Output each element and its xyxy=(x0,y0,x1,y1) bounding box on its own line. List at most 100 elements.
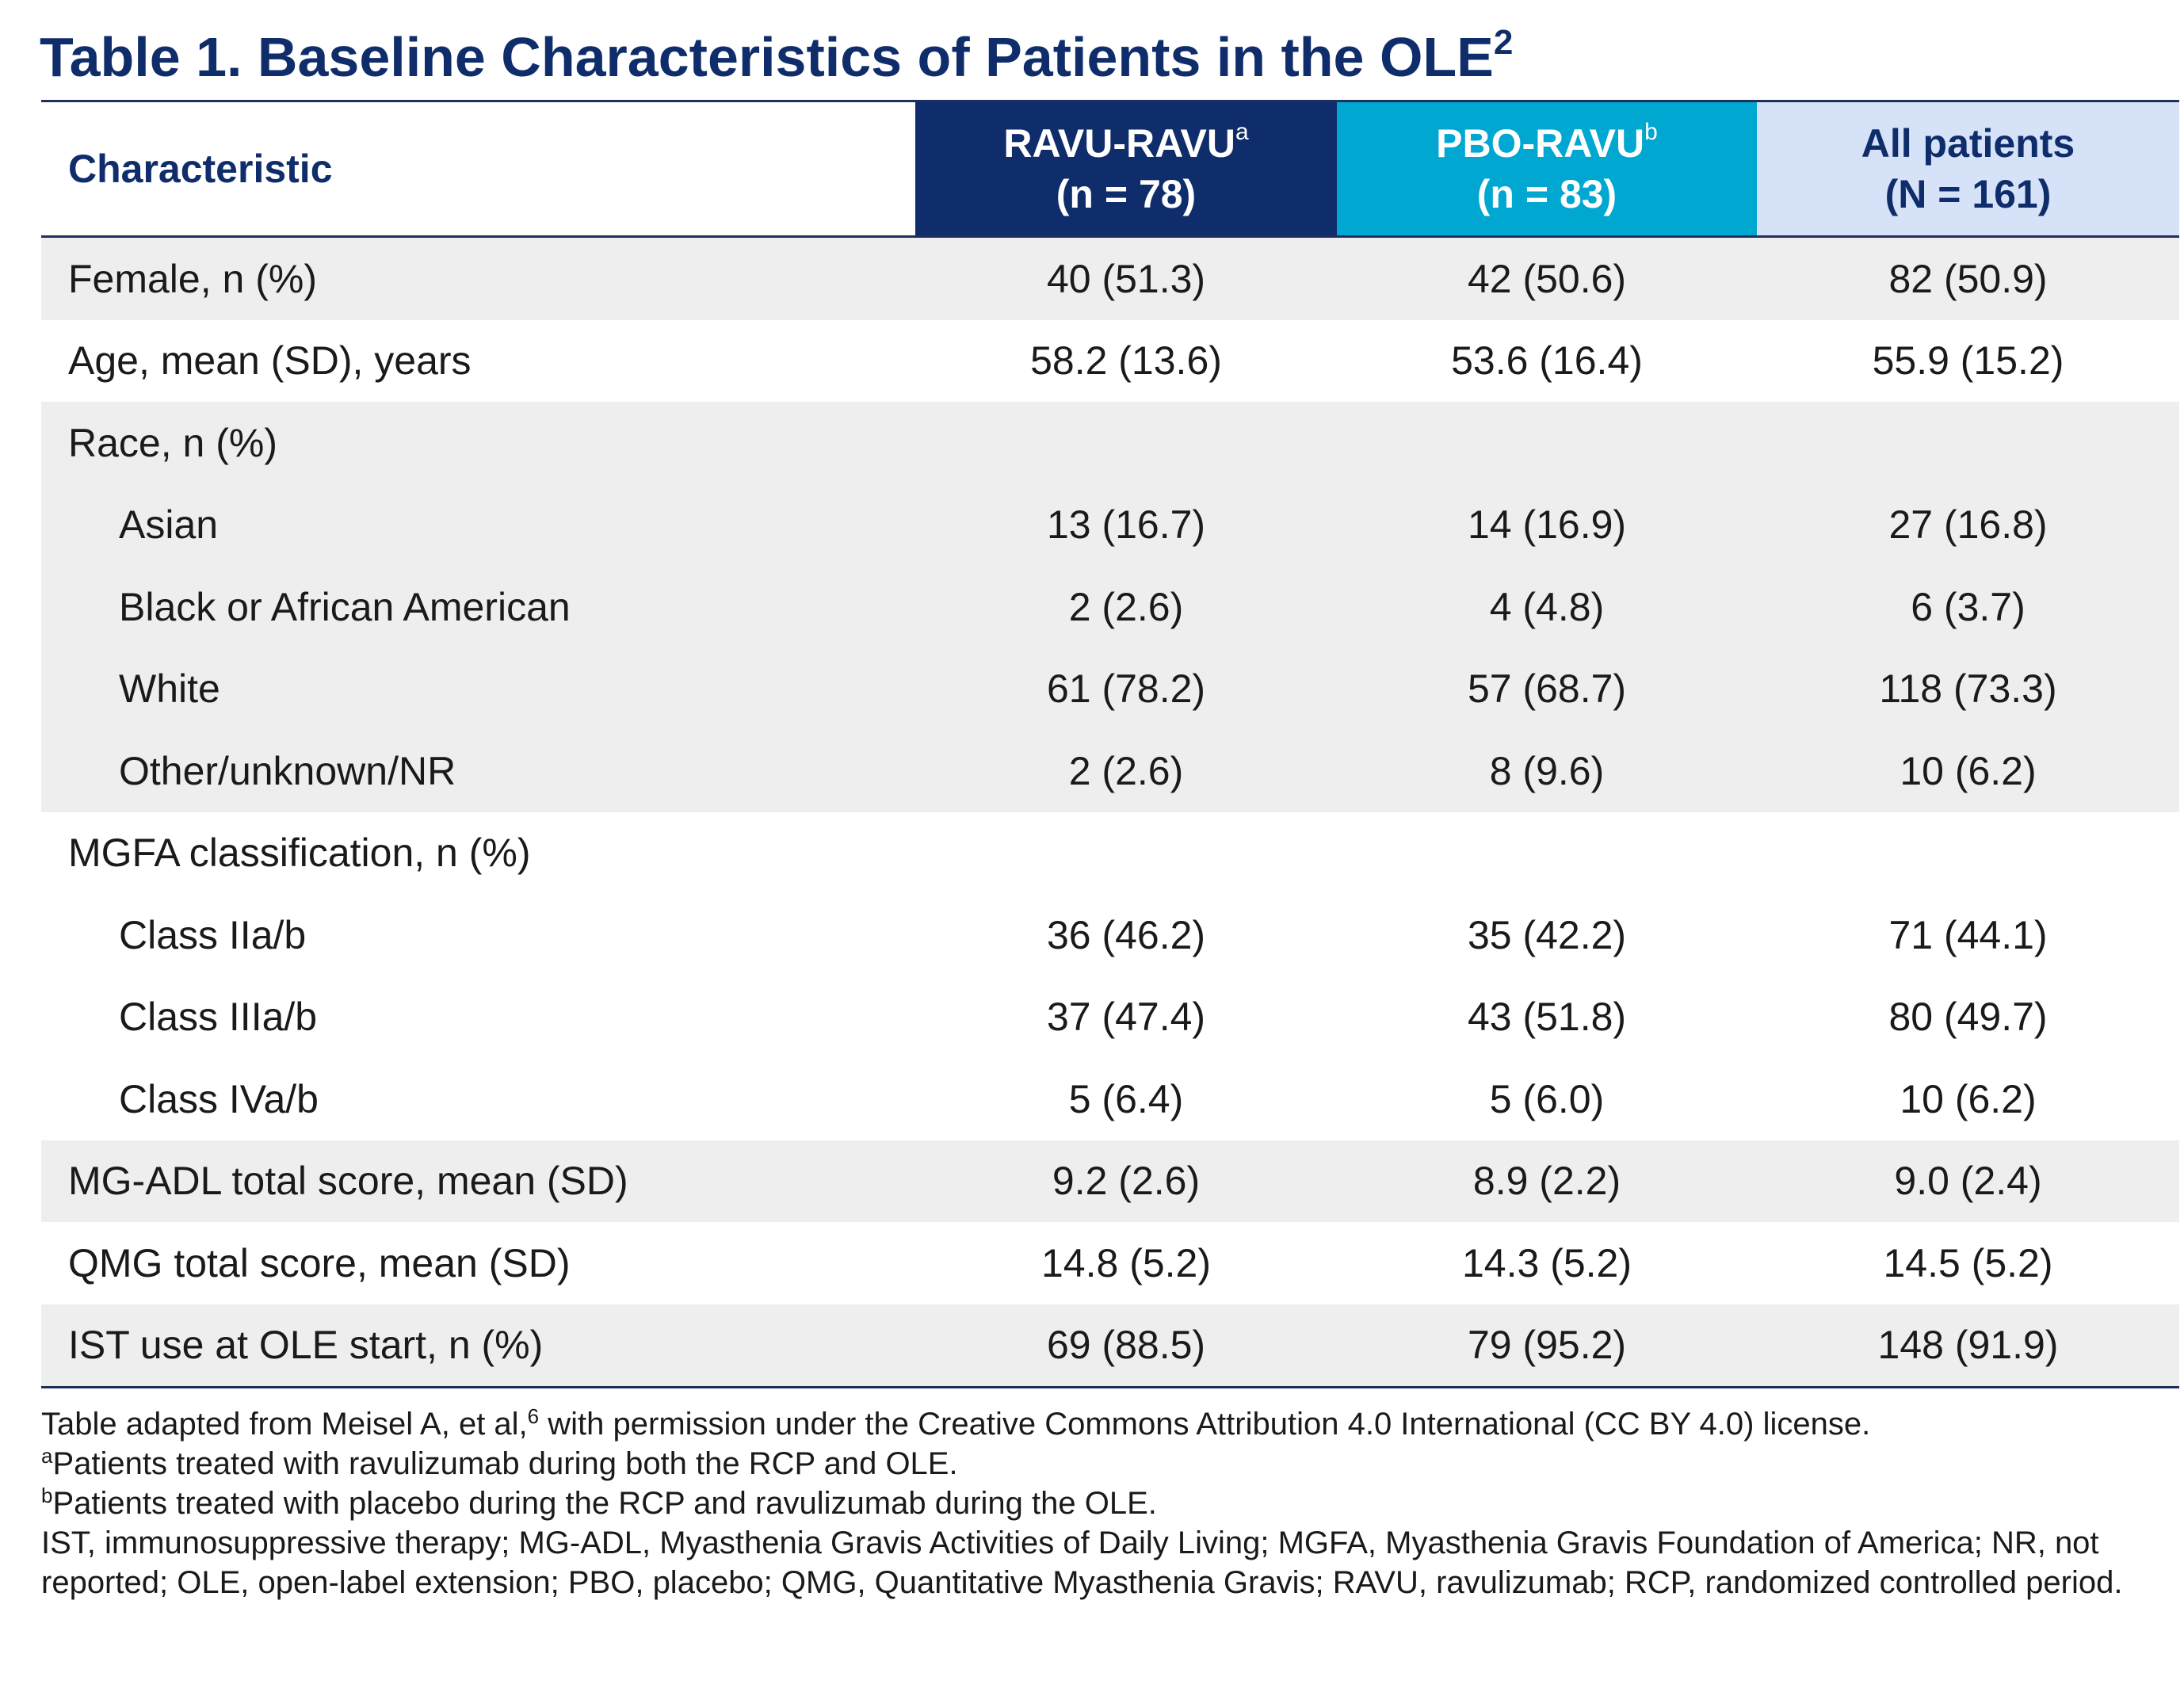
row-label: Other/unknown/NR xyxy=(41,730,915,812)
footnote-a-text: Patients treated with ravulizumab during… xyxy=(52,1446,958,1481)
row-label: Asian xyxy=(41,483,915,566)
table-row-mgfa-classification: MGFA classification, n (%) xyxy=(41,812,2179,895)
table-row-black-or-african-american: Black or African American 2 (2.6) 4 (4.8… xyxy=(41,566,2179,648)
table-row-class-iva-b: Class IVa/b 5 (6.4) 5 (6.0) 10 (6.2) xyxy=(41,1058,2179,1140)
footnote-a-marker: a xyxy=(41,1444,53,1468)
row-label: Age, mean (SD), years xyxy=(68,338,472,384)
cell-all-patients: 148 (91.9) xyxy=(1757,1304,2179,1388)
footnote-b: bPatients treated with placebo during th… xyxy=(41,1484,2173,1523)
header-ravu-ravu-count: (n = 78) xyxy=(1056,172,1197,216)
cell-ravu-ravu: 2 (2.6) xyxy=(915,566,1337,648)
row-label: Class IIa/b xyxy=(119,912,307,957)
header-characteristic: Characteristic xyxy=(41,101,915,238)
abbreviations-note: IST, immunosuppressive therapy; MG-ADL, … xyxy=(41,1526,2123,1600)
cell-pbo-ravu: 5 (6.0) xyxy=(1489,1076,1605,1121)
cell-all-patients: 55.9 (15.2) xyxy=(1872,338,2064,384)
header-pbo-ravu-footnote-marker: b xyxy=(1644,119,1658,145)
cell-pbo-ravu: 8.9 (2.2) xyxy=(1337,1140,1757,1222)
cell-ravu-ravu: 61 (78.2) xyxy=(915,647,1337,730)
table-title: Table 1. Baseline Characteristics of Pat… xyxy=(40,19,1513,95)
cell-ravu-ravu xyxy=(915,402,1337,484)
cell-pbo-ravu: 35 (42.2) xyxy=(1467,912,1627,957)
cell-ravu-ravu xyxy=(915,812,1337,895)
baseline-characteristics-table: Characteristic RAVU-RAVUa (n = 78) PBO-RA… xyxy=(41,100,2179,1388)
row-label: IST use at OLE start, n (%) xyxy=(41,1304,915,1388)
table-header: Characteristic RAVU-RAVUa (n = 78) PBO-RA… xyxy=(41,101,2179,238)
table-row-mg-adl-score: MG-ADL total score, mean (SD) 9.2 (2.6) … xyxy=(41,1140,2179,1222)
row-label: MG-ADL total score, mean (SD) xyxy=(41,1140,915,1222)
cell-pbo-ravu xyxy=(1337,812,1757,895)
cell-ravu-ravu: 5 (6.4) xyxy=(1068,1076,1184,1121)
cell-all-patients xyxy=(1757,402,2179,484)
header-pbo-ravu-count: (n = 83) xyxy=(1476,172,1617,216)
cell-pbo-ravu: 8 (9.6) xyxy=(1337,730,1757,812)
title-reference-superscript: 2 xyxy=(1493,23,1514,62)
cell-all-patients: 10 (6.2) xyxy=(1900,1076,2037,1121)
cell-ravu-ravu: 40 (51.3) xyxy=(915,236,1337,320)
table-row-qmg-score: QMG total score, mean (SD) 14.8 (5.2) 14… xyxy=(41,1222,2179,1304)
cell-ravu-ravu: 69 (88.5) xyxy=(915,1304,1337,1388)
row-label: Race, n (%) xyxy=(41,402,915,484)
cell-all-patients: 82 (50.9) xyxy=(1757,236,2179,320)
row-label: Black or African American xyxy=(41,566,915,648)
cell-all-patients: 10 (6.2) xyxy=(1757,730,2179,812)
header-pbo-ravu: PBO-RAVUb (n = 83) xyxy=(1337,101,1757,238)
cell-all-patients: 27 (16.8) xyxy=(1757,483,2179,566)
table-row-age: Age, mean (SD), years 58.2 (13.6) 53.6 (… xyxy=(41,320,2179,403)
header-all-patients: All patients (N = 161) xyxy=(1757,101,2179,238)
table-body: Female, n (%) 40 (51.3) 42 (50.6) 82 (50… xyxy=(41,236,2179,1388)
table-row-class-iiia-b: Class IIIa/b 37 (47.4) 43 (51.8) 80 (49.… xyxy=(41,976,2179,1059)
cell-pbo-ravu: 43 (51.8) xyxy=(1467,995,1627,1040)
cell-all-patients: 71 (44.1) xyxy=(1888,912,2048,957)
header-pbo-ravu-label: PBO-RAVU xyxy=(1436,121,1645,166)
cell-ravu-ravu: 2 (2.6) xyxy=(915,730,1337,812)
cell-ravu-ravu: 58.2 (13.6) xyxy=(1030,338,1222,384)
cell-pbo-ravu: 57 (68.7) xyxy=(1337,647,1757,730)
header-ravu-ravu: RAVU-RAVUa (n = 78) xyxy=(915,101,1337,238)
header-all-patients-count: (N = 161) xyxy=(1884,172,2052,216)
header-row: Characteristic RAVU-RAVUa (n = 78) PBO-RA… xyxy=(41,101,2179,238)
cell-pbo-ravu: 53.6 (16.4) xyxy=(1451,338,1643,384)
header-all-patients-label: All patients xyxy=(1861,121,2075,166)
header-characteristic-label: Characteristic xyxy=(68,147,333,191)
cell-ravu-ravu: 36 (46.2) xyxy=(1046,912,1206,957)
source-reference-superscript: 6 xyxy=(527,1404,540,1428)
row-label: MGFA classification, n (%) xyxy=(68,831,531,876)
footnote-b-text: Patients treated with placebo during the… xyxy=(52,1486,1157,1521)
cell-ravu-ravu: 14.8 (5.2) xyxy=(1040,1240,1211,1285)
footnote-b-marker: b xyxy=(41,1484,53,1507)
cell-all-patients: 14.5 (5.2) xyxy=(1883,1240,2053,1285)
cell-pbo-ravu: 42 (50.6) xyxy=(1337,236,1757,320)
row-label: Female, n (%) xyxy=(41,236,915,320)
table-row-other-unknown-nr: Other/unknown/NR 2 (2.6) 8 (9.6) 10 (6.2… xyxy=(41,730,2179,812)
footnote-a: aPatients treated with ravulizumab durin… xyxy=(41,1444,2173,1484)
cell-ravu-ravu: 9.2 (2.6) xyxy=(915,1140,1337,1222)
cell-all-patients: 118 (73.3) xyxy=(1757,647,2179,730)
row-label: Class IVa/b xyxy=(119,1076,319,1121)
source-note-before: Table adapted from Meisel A, et al, xyxy=(41,1407,528,1442)
cell-pbo-ravu xyxy=(1337,402,1757,484)
cell-pbo-ravu: 14 (16.9) xyxy=(1337,483,1757,566)
cell-pbo-ravu: 79 (95.2) xyxy=(1337,1304,1757,1388)
table-row-race: Race, n (%) xyxy=(41,402,2179,484)
source-note-after: with permission under the Creative Commo… xyxy=(539,1407,1871,1442)
table-footnotes: Table adapted from Meisel A, et al,6 wit… xyxy=(41,1404,2173,1602)
table-title-text: Table 1. Baseline Characteristics of Pat… xyxy=(40,26,1494,88)
row-label: White xyxy=(41,647,915,730)
source-note: Table adapted from Meisel A, et al,6 wit… xyxy=(41,1404,2173,1444)
row-label: Class IIIa/b xyxy=(119,995,318,1040)
cell-all-patients: 80 (49.7) xyxy=(1888,995,2048,1040)
cell-pbo-ravu: 14.3 (5.2) xyxy=(1461,1240,1632,1285)
header-ravu-ravu-label: RAVU-RAVU xyxy=(1003,121,1235,166)
table-row-ist-use: IST use at OLE start, n (%) 69 (88.5) 79… xyxy=(41,1304,2179,1388)
cell-pbo-ravu: 4 (4.8) xyxy=(1337,566,1757,648)
table-row-white: White 61 (78.2) 57 (68.7) 118 (73.3) xyxy=(41,647,2179,730)
cell-all-patients: 6 (3.7) xyxy=(1757,566,2179,648)
cell-all-patients xyxy=(1757,812,2179,895)
cell-all-patients: 9.0 (2.4) xyxy=(1757,1140,2179,1222)
cell-ravu-ravu: 37 (47.4) xyxy=(1046,995,1206,1040)
header-ravu-ravu-footnote-marker: a xyxy=(1235,119,1249,145)
table-row-class-iia-b: Class IIa/b 36 (46.2) 35 (42.2) 71 (44.1… xyxy=(41,894,2179,976)
row-label: QMG total score, mean (SD) xyxy=(68,1240,571,1285)
table-row-asian: Asian 13 (16.7) 14 (16.9) 27 (16.8) xyxy=(41,483,2179,566)
